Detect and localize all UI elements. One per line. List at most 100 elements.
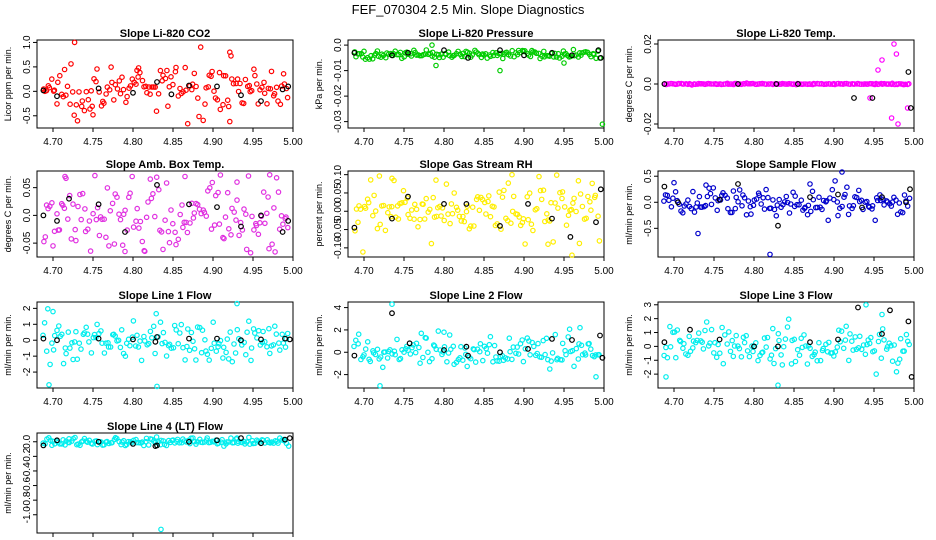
data-point: [182, 64, 189, 71]
data-point: [708, 201, 715, 208]
data-point: [127, 190, 133, 197]
data-point: [101, 100, 107, 107]
data-point: [394, 336, 400, 343]
data-point: [142, 248, 148, 255]
plot-frame: [657, 301, 915, 389]
calibration-point: [238, 435, 244, 442]
data-point: [843, 323, 850, 330]
data-point: [50, 347, 57, 353]
data-point: [153, 434, 160, 440]
data-point: [101, 216, 108, 223]
data-point: [119, 74, 125, 81]
calibration-point: [807, 339, 813, 346]
x-tick-label: 4.90: [824, 266, 844, 277]
data-point: [423, 47, 430, 53]
data-point: [364, 196, 371, 203]
data-point: [173, 241, 179, 248]
calibration-point: [122, 229, 128, 235]
panel-title: Slope Li-820 CO2: [120, 28, 210, 40]
panel-title: Slope Line 3 Flow: [740, 290, 833, 302]
panel-grid: Slope Li-820 CO2 4.70 4.75 4.80 4.85 4.90 4.95…: [3, 28, 924, 537]
x-tick-label: 4.70: [664, 266, 684, 277]
data-point: [119, 242, 126, 249]
outlier-point: [66, 435, 72, 442]
data-point: [237, 80, 243, 87]
y-tick-label: 0.5: [22, 60, 33, 74]
data-point: [143, 438, 149, 445]
data-point: [111, 97, 117, 103]
x-tick-label: 4.95: [554, 266, 574, 277]
data-point: [153, 174, 160, 181]
calibration-point: [285, 83, 292, 90]
data-point: [750, 202, 757, 209]
data-point: [210, 319, 217, 326]
data-point: [155, 91, 162, 97]
data-point: [472, 359, 479, 365]
data-point: [765, 194, 771, 201]
data-point: [450, 343, 457, 350]
data-point: [219, 436, 225, 443]
data-point: [361, 48, 367, 55]
data-point: [804, 211, 811, 218]
data-point: [372, 208, 379, 214]
data-point: [376, 173, 383, 179]
y-tick-label: -0.10: [333, 236, 344, 259]
x-tick-label: 4.80: [434, 137, 454, 148]
data-point: [540, 48, 547, 55]
data-point: [379, 364, 386, 371]
data-point: [400, 187, 407, 194]
data-point: [135, 344, 142, 350]
data-points: [351, 301, 606, 389]
data-point: [411, 216, 417, 223]
data-point: [362, 346, 369, 352]
calibration-point: [859, 204, 865, 211]
calibration-point: [282, 436, 288, 443]
data-point: [889, 358, 896, 365]
calibration-point: [186, 201, 192, 208]
outlier-point: [234, 179, 240, 185]
data-point: [698, 81, 705, 87]
data-point: [842, 191, 848, 198]
data-point: [715, 341, 721, 348]
data-point: [522, 345, 529, 352]
data-point: [443, 181, 450, 187]
data-point: [116, 211, 122, 218]
calibration-point: [497, 349, 503, 356]
plot-frame: [657, 170, 915, 258]
data-point: [477, 340, 484, 347]
data-point: [514, 344, 521, 350]
data-point: [596, 238, 603, 244]
data-point: [888, 342, 894, 349]
data-point: [509, 356, 515, 363]
data-point: [225, 356, 232, 362]
data-point: [421, 216, 428, 222]
chart-panel-sampleflow: Slope Sample Flow 4.70 4.75 4.80 4.85 4.90 4.9…: [624, 159, 924, 277]
x-tick-label: 4.80: [123, 397, 143, 408]
data-point: [160, 329, 167, 336]
data-point: [557, 189, 563, 196]
calibration-point: [168, 91, 175, 98]
data-point: [507, 53, 514, 59]
data-point: [364, 338, 371, 345]
data-point: [388, 203, 395, 210]
outlier-point: [234, 300, 240, 307]
calibration-point: [463, 343, 470, 350]
data-point: [576, 240, 583, 247]
data-point: [211, 88, 217, 95]
data-point: [194, 201, 201, 208]
data-point: [841, 194, 847, 201]
data-point: [670, 195, 676, 202]
data-point: [243, 351, 249, 358]
outlier-point: [71, 39, 78, 46]
data-point: [426, 206, 433, 213]
data-point: [825, 339, 832, 346]
data-point: [768, 352, 775, 359]
data-point: [170, 220, 176, 227]
data-point: [535, 50, 542, 57]
data-point: [763, 81, 769, 88]
x-tick-label: 4.75: [83, 137, 103, 148]
data-point: [776, 337, 782, 344]
data-point: [103, 91, 109, 97]
data-point: [901, 348, 908, 354]
data-point: [228, 232, 234, 238]
